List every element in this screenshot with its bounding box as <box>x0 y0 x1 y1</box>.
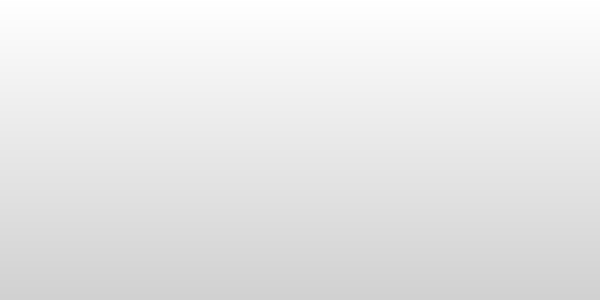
Bar <box>179 212 226 266</box>
Legend: 2023, 2032: 2023, 2032 <box>466 34 574 51</box>
Text: Virtual Dispersive Networking Market, By Application, 2023 & 2032: Virtual Dispersive Networking Market, By… <box>20 8 533 23</box>
Bar <box>37 199 83 266</box>
Bar <box>89 66 136 266</box>
Bar <box>517 196 563 266</box>
Bar <box>322 220 369 266</box>
Text: 0.9: 0.9 <box>24 186 40 196</box>
Bar <box>231 106 278 266</box>
Bar <box>374 147 421 266</box>
Bar <box>464 235 511 266</box>
